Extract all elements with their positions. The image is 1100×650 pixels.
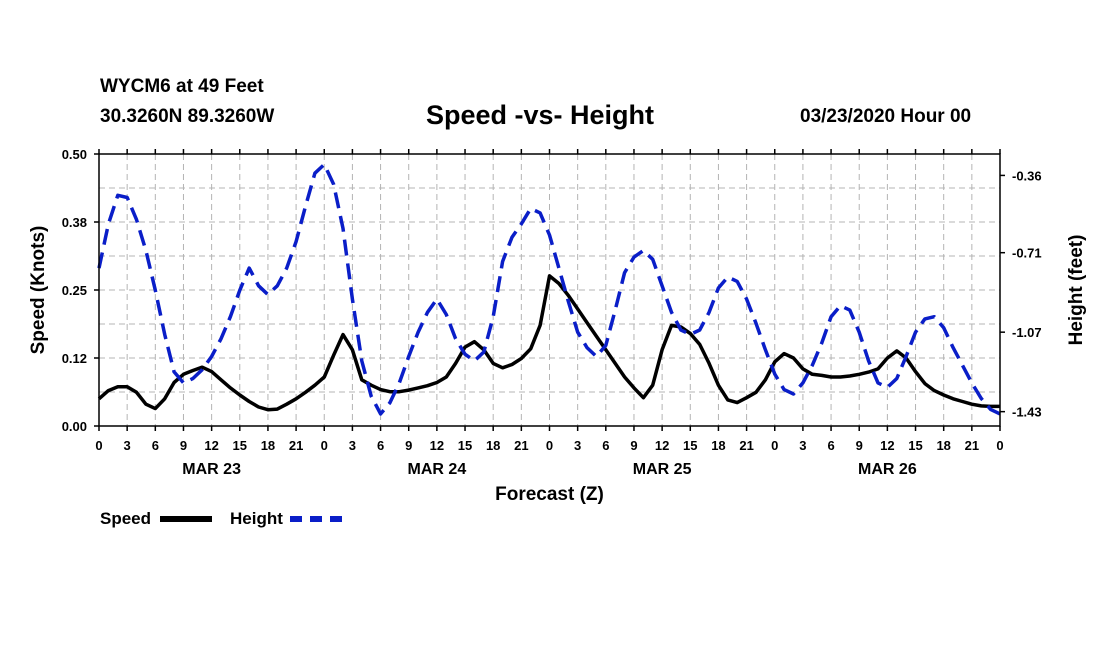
x-tick-label: 18: [936, 438, 950, 453]
x-tick-label: 12: [655, 438, 669, 453]
x-tick-label: 3: [124, 438, 131, 453]
y-tick-label-right: -0.71: [1012, 246, 1042, 261]
grid: [99, 154, 1000, 426]
x-axis-title: Forecast (Z): [495, 484, 604, 505]
y-tick-label-left: 0.25: [62, 283, 87, 298]
x-day-label: MAR 25: [633, 461, 692, 478]
forecast-datetime: 03/23/2020 Hour 00: [800, 106, 972, 127]
x-tick-label: 12: [430, 438, 444, 453]
series-speed: [97, 274, 1000, 412]
x-day-label: MAR 24: [408, 461, 467, 478]
legend-height-label: Height: [230, 509, 283, 528]
y-tick-label-left: 0.00: [62, 419, 87, 434]
x-tick-label: 6: [827, 438, 834, 453]
x-tick-label: 0: [95, 438, 102, 453]
x-tick-label: 9: [405, 438, 412, 453]
x-tick-label: 15: [683, 438, 697, 453]
x-tick-label: 18: [711, 438, 725, 453]
x-tick-label: 18: [261, 438, 275, 453]
x-tick-label: 9: [180, 438, 187, 453]
y-tick-label-left: 0.38: [62, 215, 87, 230]
chart-title: Speed -vs- Height: [426, 100, 655, 130]
legend-speed-swatch: [160, 516, 212, 522]
legend-height-swatch: [290, 516, 342, 522]
x-tick-label: 0: [546, 438, 553, 453]
x-tick-label: 12: [880, 438, 894, 453]
x-day-label: MAR 26: [858, 461, 917, 478]
x-tick-label: 15: [908, 438, 922, 453]
x-tick-label: 3: [349, 438, 356, 453]
x-day-label: MAR 23: [182, 461, 241, 478]
x-tick-label: 21: [289, 438, 303, 453]
x-tick-label: 0: [771, 438, 778, 453]
x-tick-label: 21: [514, 438, 528, 453]
x-tick-label: 9: [856, 438, 863, 453]
x-tick-label: 6: [602, 438, 609, 453]
y-tick-label-left: 0.12: [62, 351, 87, 366]
x-tick-label: 6: [152, 438, 159, 453]
x-tick-label: 0: [996, 438, 1003, 453]
legend-speed-label: Speed: [100, 509, 152, 528]
x-tick-label: 0: [321, 438, 328, 453]
x-tick-label: 3: [574, 438, 581, 453]
series-height: [97, 162, 1001, 416]
x-tick-label: 6: [377, 438, 384, 453]
x-tick-label: 3: [799, 438, 806, 453]
y-tick-label-right: -1.43: [1012, 405, 1042, 420]
y-axis-title-left: Speed (Knots): [28, 226, 49, 355]
series-layer: [97, 162, 1001, 416]
axes: [94, 149, 1005, 431]
x-tick-label: 18: [486, 438, 500, 453]
x-tick-label: 21: [739, 438, 753, 453]
x-tick-label: 15: [458, 438, 472, 453]
station-name: WYCM6 at 49 Feet: [100, 76, 264, 97]
station-coordinates: 30.3260N 89.3260W: [100, 106, 275, 127]
y-tick-label-right: -1.07: [1012, 325, 1042, 340]
axis-labels: 0 3 6 9 12 15 18 21 0 3 6 9 12 15 18 21 0 3 6 9 12 15 18 21 0 3 6 9…: [28, 147, 1087, 505]
x-tick-label: 12: [204, 438, 218, 453]
y-tick-label-left: 0.50: [62, 147, 87, 162]
x-tick-label: 9: [630, 438, 637, 453]
y-axis-title-right: Height (feet): [1066, 235, 1087, 346]
x-tick-label: 21: [965, 438, 979, 453]
y-tick-label-right: -0.36: [1012, 168, 1042, 183]
x-tick-label: 15: [233, 438, 247, 453]
